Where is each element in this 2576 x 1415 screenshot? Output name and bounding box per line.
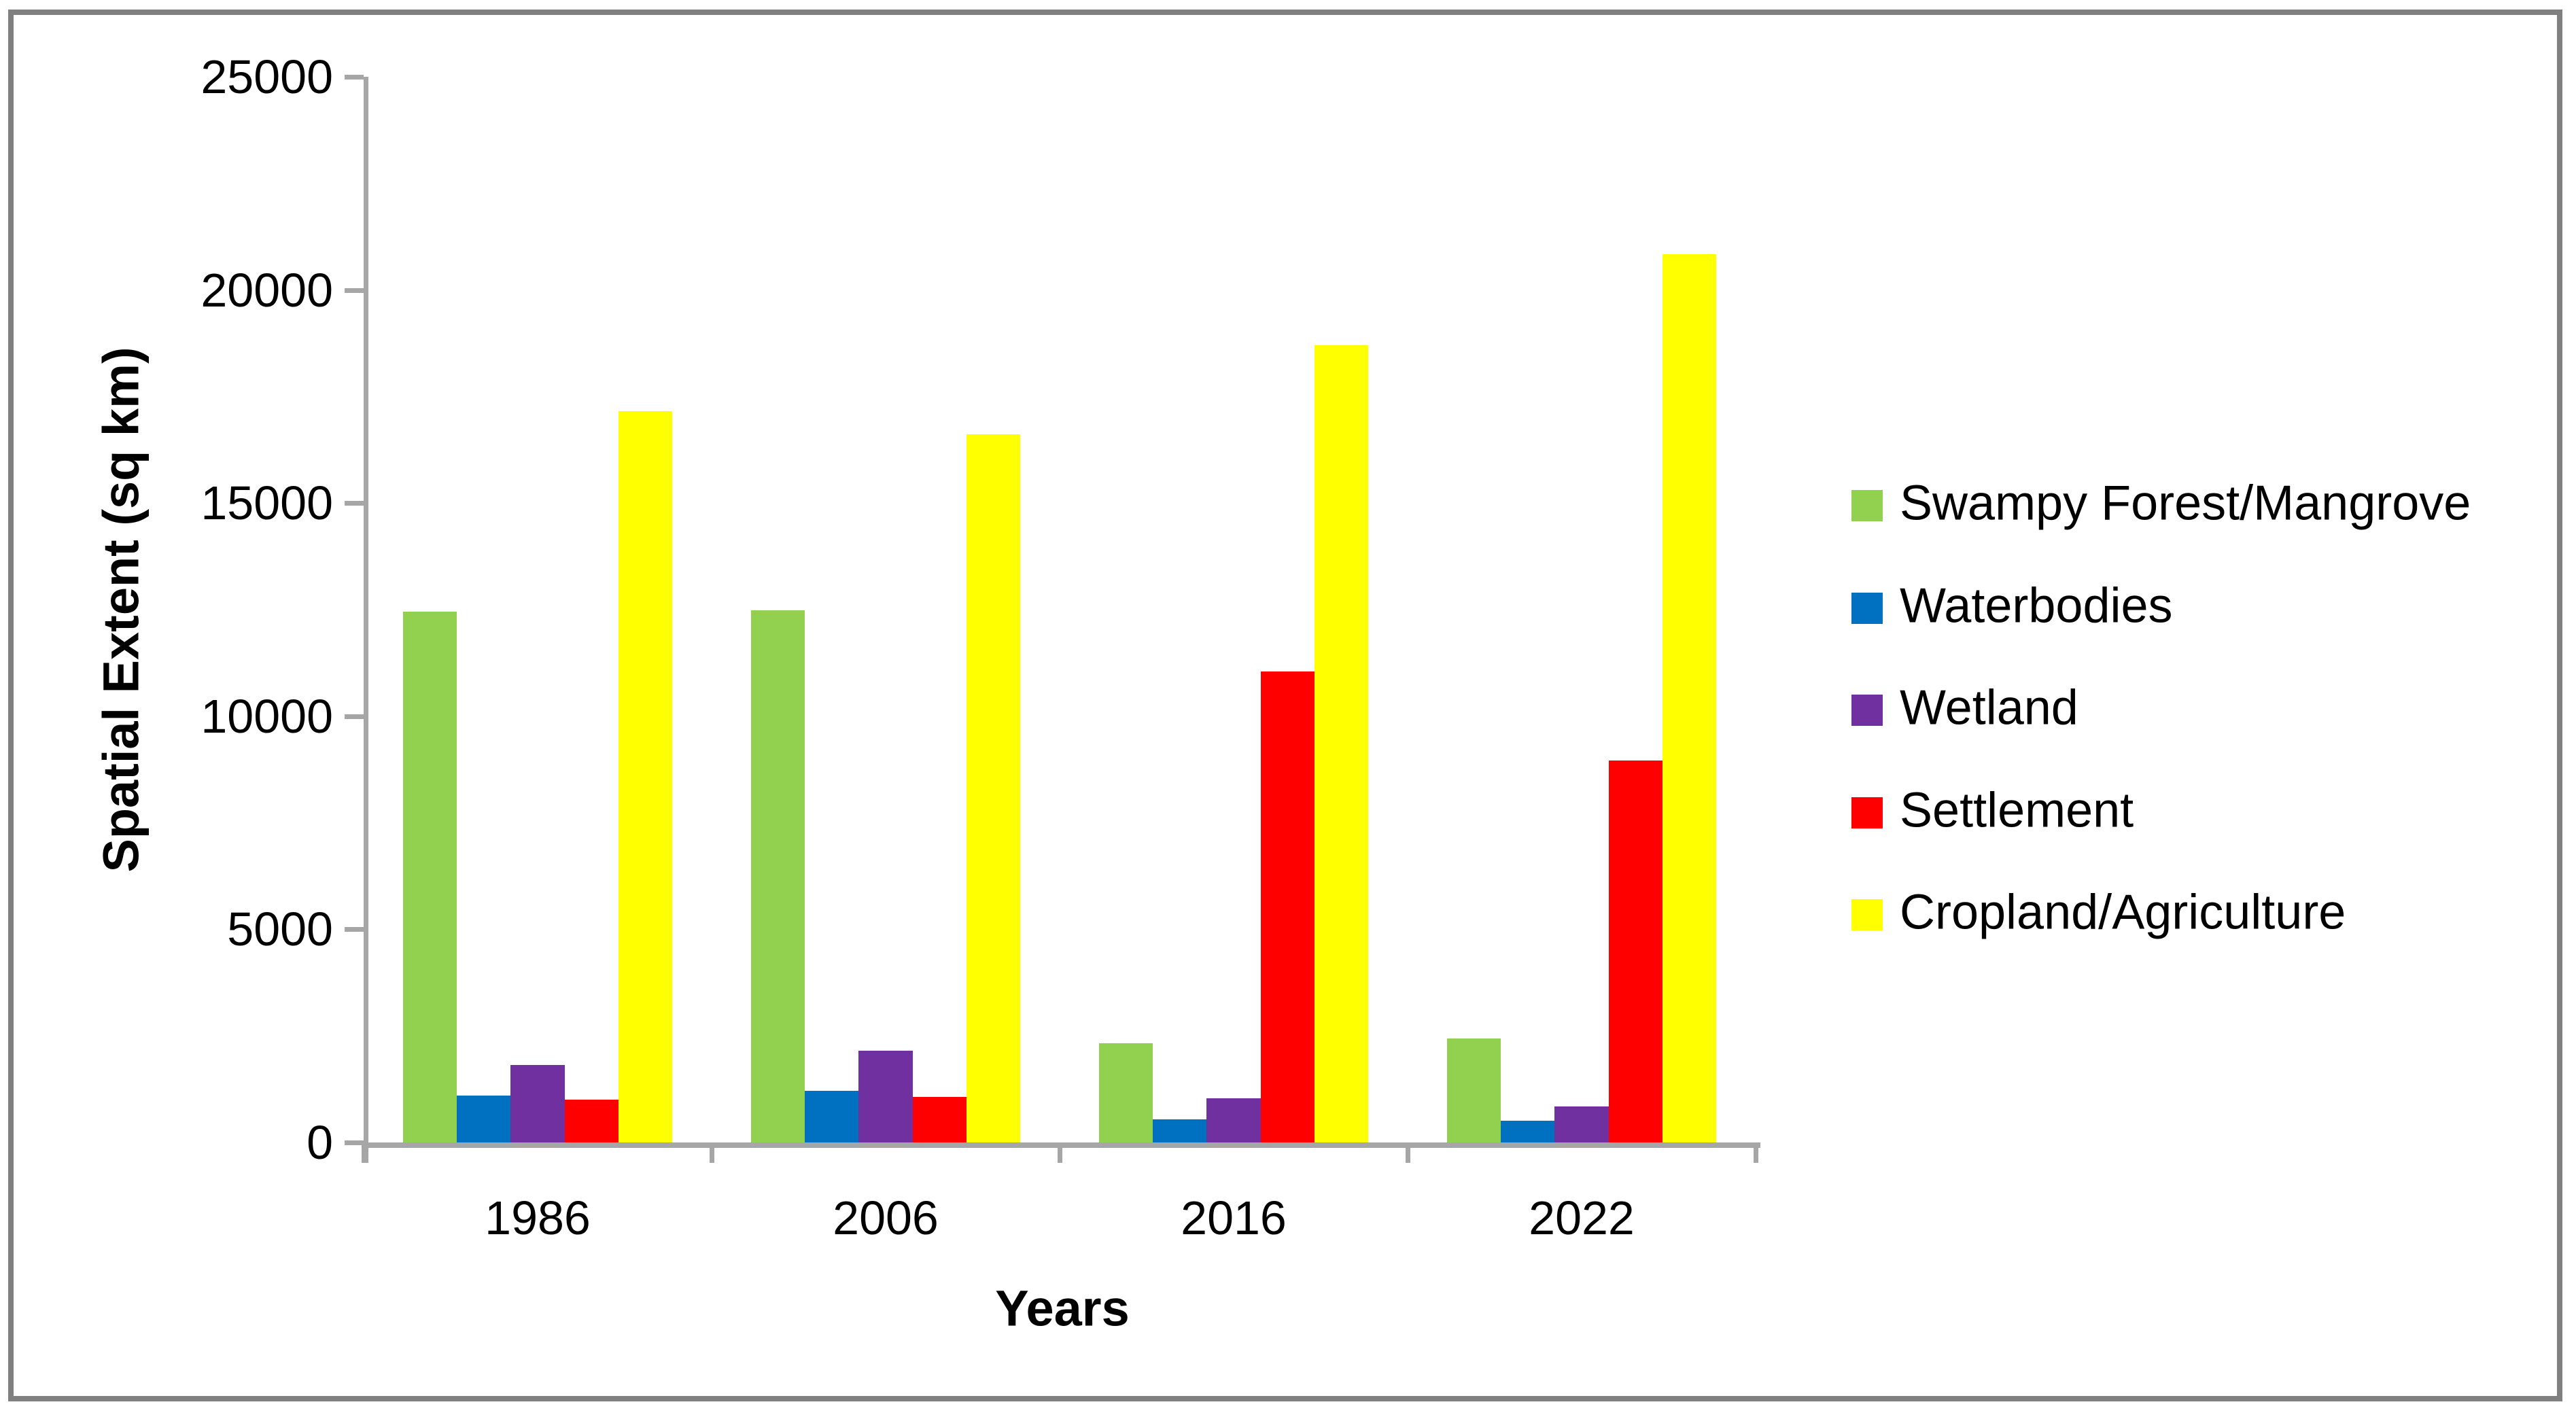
y-axis-tick-label: 0 (307, 1116, 333, 1169)
bar-waterbodies-1986 (457, 1096, 511, 1142)
bar-settlement-2006 (912, 1096, 967, 1142)
y-axis-tick-label: 20000 (201, 263, 333, 317)
bar-cropland-agriculture-2022 (1662, 254, 1716, 1142)
y-axis-tick (345, 501, 364, 506)
y-axis-tick-label: 25000 (201, 50, 333, 103)
y-axis-tick (345, 287, 364, 293)
bar-settlement-2022 (1608, 761, 1663, 1142)
bar-wetland-2022 (1554, 1106, 1609, 1142)
y-axis-title: Spatial Extent (sq km) (92, 347, 150, 873)
legend-label-cropland-agriculture: Cropland/Agriculture (1900, 885, 2346, 940)
y-axis-tick (345, 1140, 364, 1145)
y-axis-line (364, 77, 368, 1163)
bar-waterbodies-2016 (1153, 1119, 1207, 1142)
bar-wetland-2006 (858, 1051, 913, 1142)
legend-label-wetland: Wetland (1900, 680, 2078, 735)
x-axis-tick (710, 1142, 714, 1163)
bar-cropland-agriculture-2016 (1314, 345, 1368, 1142)
y-axis-tick (345, 927, 364, 932)
y-axis-tick-label: 5000 (227, 903, 333, 956)
x-axis-category-label: 1986 (485, 1191, 591, 1244)
legend-label-waterbodies: Waterbodies (1900, 578, 2173, 633)
legend-marker-settlement (1851, 797, 1883, 828)
x-axis-tick (1058, 1142, 1062, 1163)
legend-marker-wetland (1851, 695, 1883, 726)
bar-waterbodies-2006 (805, 1091, 859, 1142)
x-axis-tick (1754, 1142, 1758, 1163)
bar-settlement-1986 (564, 1100, 619, 1142)
legend-marker-swampy-forest-mangrove (1851, 490, 1883, 521)
y-axis-tick-label: 10000 (201, 689, 333, 743)
bar-wetland-1986 (510, 1064, 565, 1142)
legend-label-settlement: Settlement (1900, 783, 2134, 838)
x-axis-title: Years (995, 1280, 1130, 1337)
bar-swampy-forest-mangrove-2006 (751, 610, 805, 1142)
bar-settlement-2016 (1260, 671, 1315, 1142)
legend-marker-waterbodies (1851, 592, 1883, 624)
bar-cropland-agriculture-1986 (618, 411, 672, 1142)
bar-cropland-agriculture-2006 (966, 434, 1020, 1142)
bar-swampy-forest-mangrove-1986 (403, 612, 457, 1142)
bar-waterbodies-2022 (1501, 1121, 1555, 1142)
bar-swampy-forest-mangrove-2022 (1447, 1038, 1501, 1142)
legend-marker-cropland-agriculture (1851, 899, 1883, 930)
x-axis-tick (362, 1142, 366, 1163)
bar-swampy-forest-mangrove-2016 (1099, 1043, 1153, 1142)
y-axis-tick (345, 714, 364, 719)
x-axis-tick (1406, 1142, 1410, 1163)
x-axis-category-label: 2016 (1181, 1191, 1287, 1244)
x-axis-category-label: 2006 (833, 1191, 939, 1244)
y-axis-tick (345, 75, 364, 80)
y-axis-tick-label: 15000 (201, 476, 333, 530)
legend-label-swampy-forest-mangrove: Swampy Forest/Mangrove (1900, 476, 2471, 531)
x-axis-category-label: 2022 (1529, 1191, 1635, 1244)
bar-wetland-2016 (1206, 1098, 1261, 1142)
